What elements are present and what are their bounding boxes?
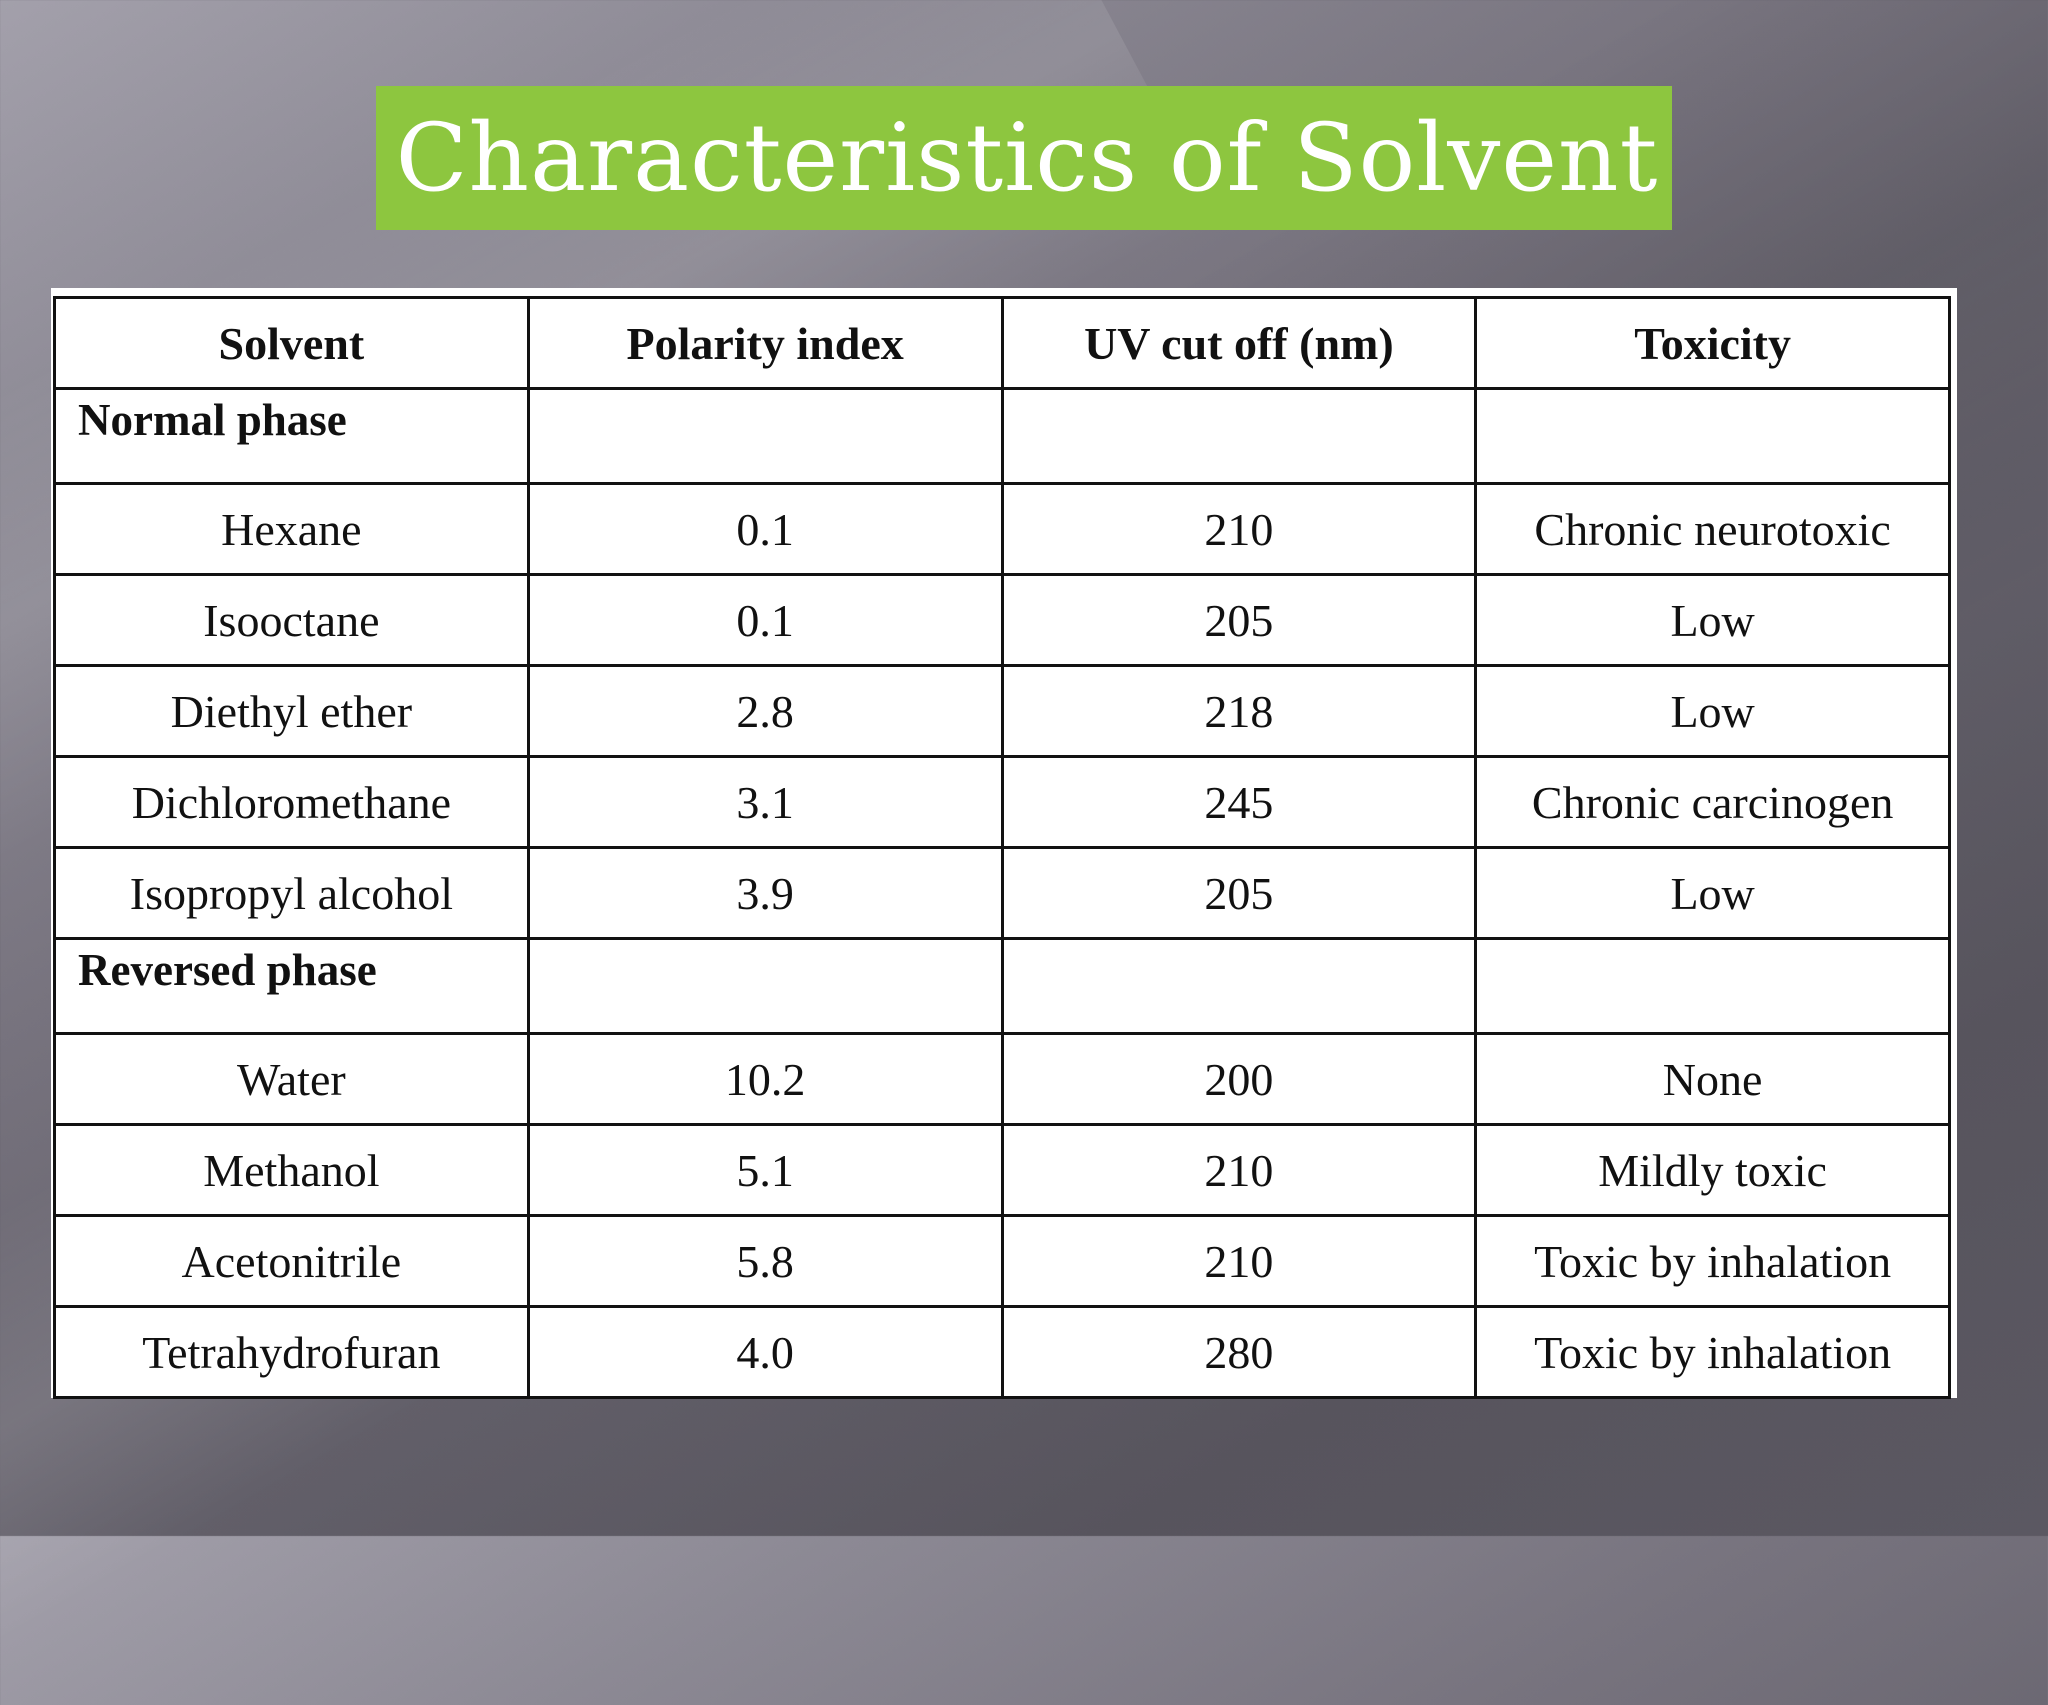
uv-cutoff-cell: 210 <box>1000 1123 1478 1217</box>
solvent-cell: Acetonitrile <box>53 1214 530 1308</box>
polarity-index-cell: 5.1 <box>526 1123 1004 1217</box>
toxicity-cell: Chronic neurotoxic <box>1474 482 1951 576</box>
column-header-solvent: Solvent <box>53 296 530 390</box>
polarity-index-cell: 3.1 <box>526 755 1004 849</box>
solvent-cell: Isooctane <box>53 573 530 667</box>
table-row: Isooctane 0.1 205 Low <box>53 573 1951 667</box>
section-label-normal-phase: Normal phase <box>53 387 530 485</box>
solvent-cell: Isopropyl alcohol <box>53 846 530 940</box>
toxicity-cell: Low <box>1474 573 1951 667</box>
solvent-cell: Hexane <box>53 482 530 576</box>
section-row-normal-phase: Normal phase <box>53 387 1951 485</box>
table-row: Dichloromethane 3.1 245 Chronic carcinog… <box>53 755 1951 849</box>
table-row: Isopropyl alcohol 3.9 205 Low <box>53 846 1951 940</box>
uv-cutoff-cell: 218 <box>1000 664 1478 758</box>
solvent-table-panel: Solvent Polarity index UV cut off (nm) T… <box>51 288 1957 1399</box>
section-row-reversed-phase: Reversed phase <box>53 937 1951 1035</box>
solvent-cell: Diethyl ether <box>53 664 530 758</box>
toxicity-cell: None <box>1474 1032 1951 1126</box>
toxicity-cell: Chronic carcinogen <box>1474 755 1951 849</box>
uv-cutoff-cell: 205 <box>1000 846 1478 940</box>
table-cell-empty <box>1000 387 1478 485</box>
uv-cutoff-cell: 210 <box>1000 1214 1478 1308</box>
toxicity-cell: Toxic by inhalation <box>1474 1214 1951 1308</box>
polarity-index-cell: 4.0 <box>526 1305 1004 1399</box>
table-row: Diethyl ether 2.8 218 Low <box>53 664 1951 758</box>
solvent-cell: Dichloromethane <box>53 755 530 849</box>
polarity-index-cell: 0.1 <box>526 482 1004 576</box>
polarity-index-cell: 3.9 <box>526 846 1004 940</box>
solvent-cell: Methanol <box>53 1123 530 1217</box>
column-header-toxicity: Toxicity <box>1474 296 1951 390</box>
table-cell-empty <box>1000 937 1478 1035</box>
toxicity-cell: Low <box>1474 664 1951 758</box>
polarity-index-cell: 5.8 <box>526 1214 1004 1308</box>
uv-cutoff-cell: 245 <box>1000 755 1478 849</box>
polarity-index-cell: 2.8 <box>526 664 1004 758</box>
table-row: Acetonitrile 5.8 210 Toxic by inhalation <box>53 1214 1951 1308</box>
slide-title: Characteristics of Solvent <box>395 103 1659 213</box>
uv-cutoff-cell: 200 <box>1000 1032 1478 1126</box>
table-cell-empty <box>1474 387 1951 485</box>
section-label-reversed-phase: Reversed phase <box>53 937 530 1035</box>
table-cell-empty <box>526 387 1004 485</box>
uv-cutoff-cell: 280 <box>1000 1305 1478 1399</box>
table-cell-empty <box>1474 937 1951 1035</box>
toxicity-cell: Toxic by inhalation <box>1474 1305 1951 1399</box>
slide-title-banner: Characteristics of Solvent <box>376 86 1672 230</box>
uv-cutoff-cell: 205 <box>1000 573 1478 667</box>
table-row: Hexane 0.1 210 Chronic neurotoxic <box>53 482 1951 576</box>
table-row: Water 10.2 200 None <box>53 1032 1951 1126</box>
polarity-index-cell: 0.1 <box>526 573 1004 667</box>
table-cell-empty <box>526 937 1004 1035</box>
solvent-table: Solvent Polarity index UV cut off (nm) T… <box>53 296 1951 1399</box>
column-header-polarity-index: Polarity index <box>526 296 1004 390</box>
table-header-row: Solvent Polarity index UV cut off (nm) T… <box>53 296 1951 390</box>
uv-cutoff-cell: 210 <box>1000 482 1478 576</box>
toxicity-cell: Mildly toxic <box>1474 1123 1951 1217</box>
solvent-cell: Tetrahydrofuran <box>53 1305 530 1399</box>
column-header-uv-cutoff: UV cut off (nm) <box>1000 296 1478 390</box>
table-row: Tetrahydrofuran 4.0 280 Toxic by inhalat… <box>53 1305 1951 1399</box>
polarity-index-cell: 10.2 <box>526 1032 1004 1126</box>
toxicity-cell: Low <box>1474 846 1951 940</box>
solvent-cell: Water <box>53 1032 530 1126</box>
table-row: Methanol 5.1 210 Mildly toxic <box>53 1123 1951 1217</box>
